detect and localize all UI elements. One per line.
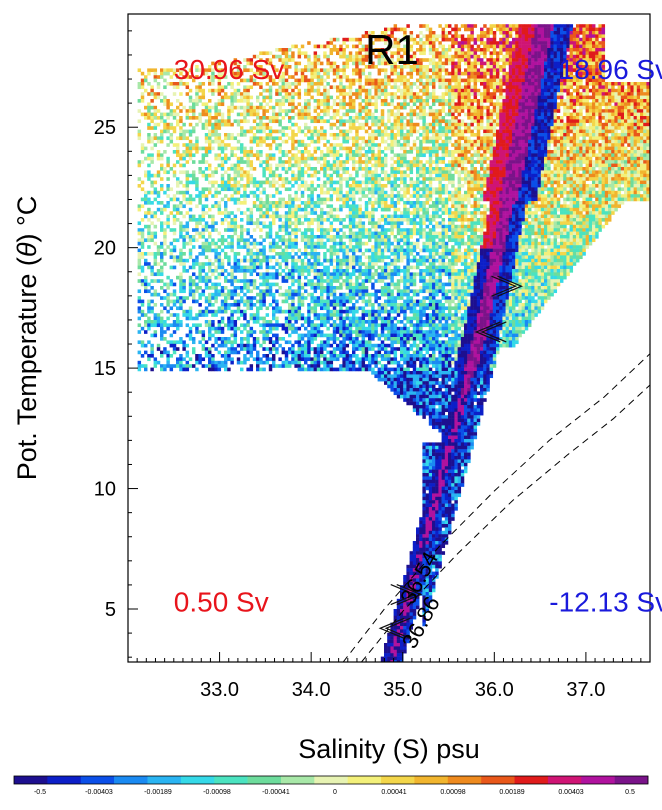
colorbar-swatch: [381, 776, 415, 784]
y-axis-label: Pot. Temperature (θ) °C: [12, 196, 42, 481]
colorbar-tick-label: -0.00189: [144, 789, 172, 796]
y-tick-label: 10: [94, 479, 116, 501]
x-tick-label: 34.0: [292, 679, 331, 701]
transport-label: 0.50 Sv: [174, 586, 269, 617]
colorbar-swatch: [114, 776, 148, 784]
colorbar-swatch: [448, 776, 482, 784]
y-axis-label-theta: θ: [12, 242, 42, 257]
colorbar-tick-label: 0.00098: [440, 789, 465, 796]
y-tick-label: 5: [105, 599, 116, 621]
colorbar-swatch: [181, 776, 215, 784]
y-axis-label-suffix: ) °C: [12, 196, 42, 243]
colorbar-tick-label: 0.5: [625, 789, 635, 796]
colorbar-swatch: [14, 776, 48, 784]
colorbar-tick-label: 0.00189: [499, 789, 524, 796]
colorbar-swatch: [581, 776, 615, 784]
colorbar-tick-label: -0.00098: [203, 789, 231, 796]
colorbar-swatch: [414, 776, 448, 784]
y-tick-label: 25: [94, 117, 116, 139]
colorbar-swatch: [281, 776, 315, 784]
colorbar-tick-label: 0.00403: [558, 789, 583, 796]
colorbar-tick-label: -0.00041: [262, 789, 290, 796]
x-tick-label: 36.0: [475, 679, 514, 701]
x-tick-label: 33.0: [200, 679, 239, 701]
colorbar-swatch: [481, 776, 515, 784]
x-tick-label: 37.0: [566, 679, 605, 701]
colorbar-swatch: [515, 776, 549, 784]
colorbar-swatch: [615, 776, 649, 784]
colorbar-swatch: [348, 776, 382, 784]
chart-title: R1: [365, 26, 419, 73]
colorbar-swatch: [147, 776, 181, 784]
colorbar-tick-label: 0: [333, 789, 337, 796]
colorbar-swatch: [81, 776, 115, 784]
y-axis-label-prefix: Pot. Temperature (: [12, 257, 42, 480]
colorbar-tick-label: 0.00041: [381, 789, 406, 796]
colorbar: -0.5 -0.00403 -0.00189 -0.00098 -0.00041 0 0.0…: [14, 776, 648, 796]
y-tick-label: 15: [94, 358, 116, 380]
colorbar-swatch: [548, 776, 582, 784]
colorbar-swatch: [47, 776, 81, 784]
transport-label: -12.13 Sv: [549, 586, 662, 617]
colorbar-tick-label: -0.5: [34, 789, 46, 796]
transport-label: -18.96 Sv: [549, 54, 662, 85]
colorbar-swatch: [248, 776, 282, 784]
colorbar-swatch: [314, 776, 348, 784]
colorbar-tick-label: -0.00403: [85, 789, 113, 796]
y-tick-label: 20: [94, 238, 116, 260]
colorbar-swatch: [214, 776, 248, 784]
transport-label: 30.96 Sv: [174, 54, 285, 85]
x-axis-label: Salinity (S) psu: [298, 734, 480, 764]
x-tick-label: 35.0: [383, 679, 422, 701]
